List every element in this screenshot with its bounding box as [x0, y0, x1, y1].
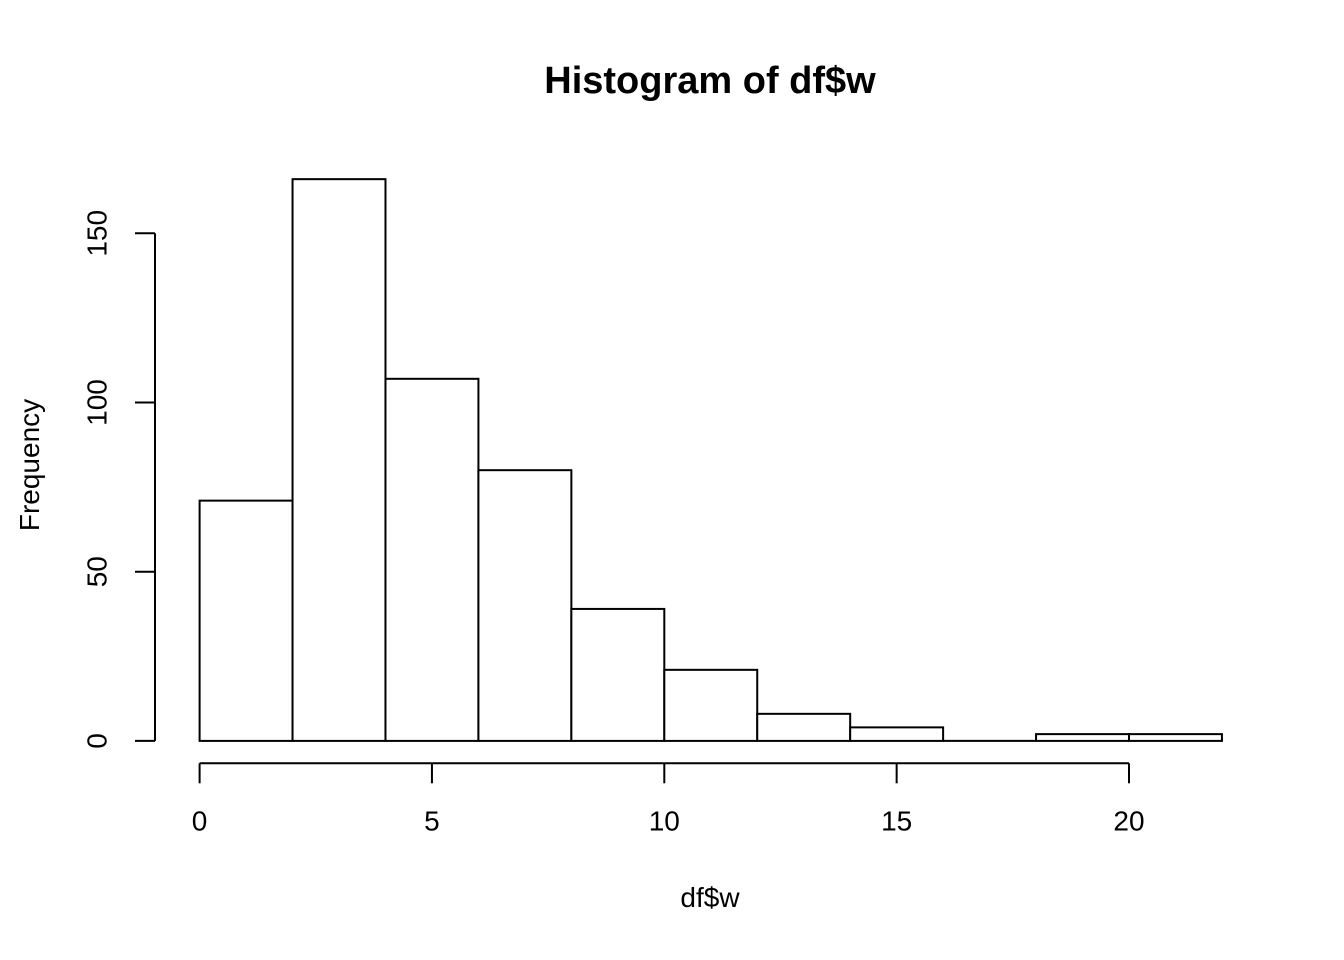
histogram-bar — [570, 607, 666, 742]
chart-title: Histogram of df$w — [544, 60, 876, 102]
y-tick-label: 100 — [82, 379, 113, 426]
histogram-bar — [1035, 733, 1131, 742]
y-tick-label: 150 — [82, 210, 113, 257]
x-tick-label: 5 — [424, 806, 440, 837]
histogram-bar — [1128, 733, 1223, 742]
x-tick-label: 15 — [881, 806, 912, 837]
x-tick-label: 20 — [1113, 806, 1144, 837]
histogram-bar — [291, 178, 387, 742]
histogram-bar — [849, 726, 945, 742]
histogram-bar — [477, 469, 573, 742]
y-axis-label: Frequency — [14, 398, 45, 532]
histogram-bar — [663, 668, 759, 742]
histogram-bar — [198, 499, 294, 742]
histogram-bar — [756, 712, 852, 742]
y-tick-label: 50 — [82, 556, 113, 587]
x-tick-label: 10 — [649, 806, 680, 837]
histogram-bar — [384, 377, 480, 742]
x-tick-label: 0 — [192, 806, 208, 837]
y-tick-label: 0 — [82, 733, 113, 749]
x-axis-label: df$w — [680, 882, 740, 913]
